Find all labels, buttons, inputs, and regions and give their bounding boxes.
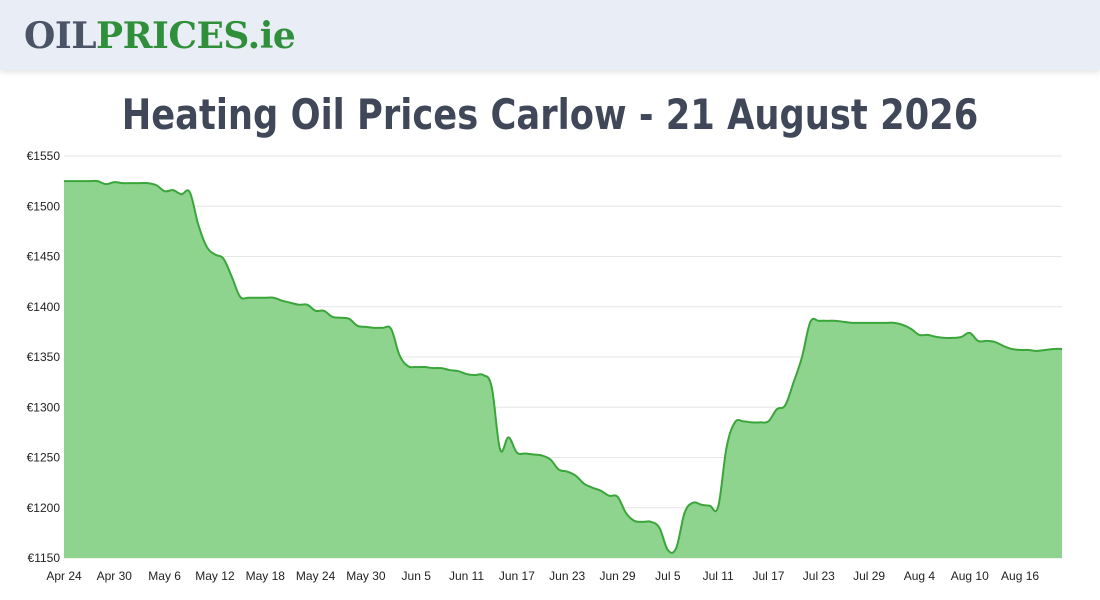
x-tick-label: Aug 16 [1001,569,1039,583]
x-tick-label: Aug 10 [951,569,989,583]
x-tick-label: Jul 23 [803,569,835,583]
x-tick-label: Jun 17 [499,569,535,583]
price-chart: €1550 €1500 €1450 €1400 €1350 €1300 €1250 €1200… [27,149,1063,583]
x-tick-label: May 12 [195,569,235,583]
x-tick-label: Jun 23 [549,569,585,583]
logo-text-tld: .ie [247,15,296,57]
y-tick-label: €1150 [28,551,61,565]
x-tick-label: Jul 29 [853,569,885,583]
x-tick-label: May 6 [148,569,181,583]
x-tick-label: May 24 [296,569,336,583]
y-tick-label: €1250 [27,451,61,465]
page-title: Heating Oil Prices Carlow - 21 August 20… [121,90,979,139]
y-tick-label: €1300 [27,400,61,414]
price-line [63,179,1063,554]
logo-text-oil: OIL [24,15,97,57]
y-tick-label: €1200 [27,501,61,515]
x-tick-label: Apr 30 [97,569,133,583]
site-header: OILPRICES.ie [0,0,1100,70]
x-tick-label: May 30 [346,569,386,583]
x-tick-label: Jul 5 [655,569,681,583]
y-axis: €1550 €1500 €1450 €1400 €1350 €1300 €1250 €1200… [27,149,61,565]
x-tick-label: Jul 17 [752,569,784,583]
x-tick-label: Jun 5 [402,569,432,583]
y-tick-label: €1350 [27,350,61,364]
x-tick-label: Apr 24 [46,569,82,583]
x-tick-label: Jun 11 [449,569,484,583]
y-tick-label: €1550 [27,149,61,163]
y-tick-label: €1400 [27,300,61,314]
y-tick-label: €1450 [27,250,61,264]
price-area [64,180,1062,558]
x-tick-label: Jun 29 [599,569,635,583]
x-axis: Apr 24 Apr 30 May 6 May 12 May 18 May 24 May 3… [46,569,1039,583]
x-tick-label: Jul 11 [703,569,734,583]
site-logo[interactable]: OILPRICES.ie [24,14,296,58]
x-tick-label: May 18 [246,569,286,583]
x-tick-label: Aug 4 [904,569,936,583]
logo-text-prices: PRICES [96,15,248,57]
y-tick-label: €1500 [27,199,61,213]
